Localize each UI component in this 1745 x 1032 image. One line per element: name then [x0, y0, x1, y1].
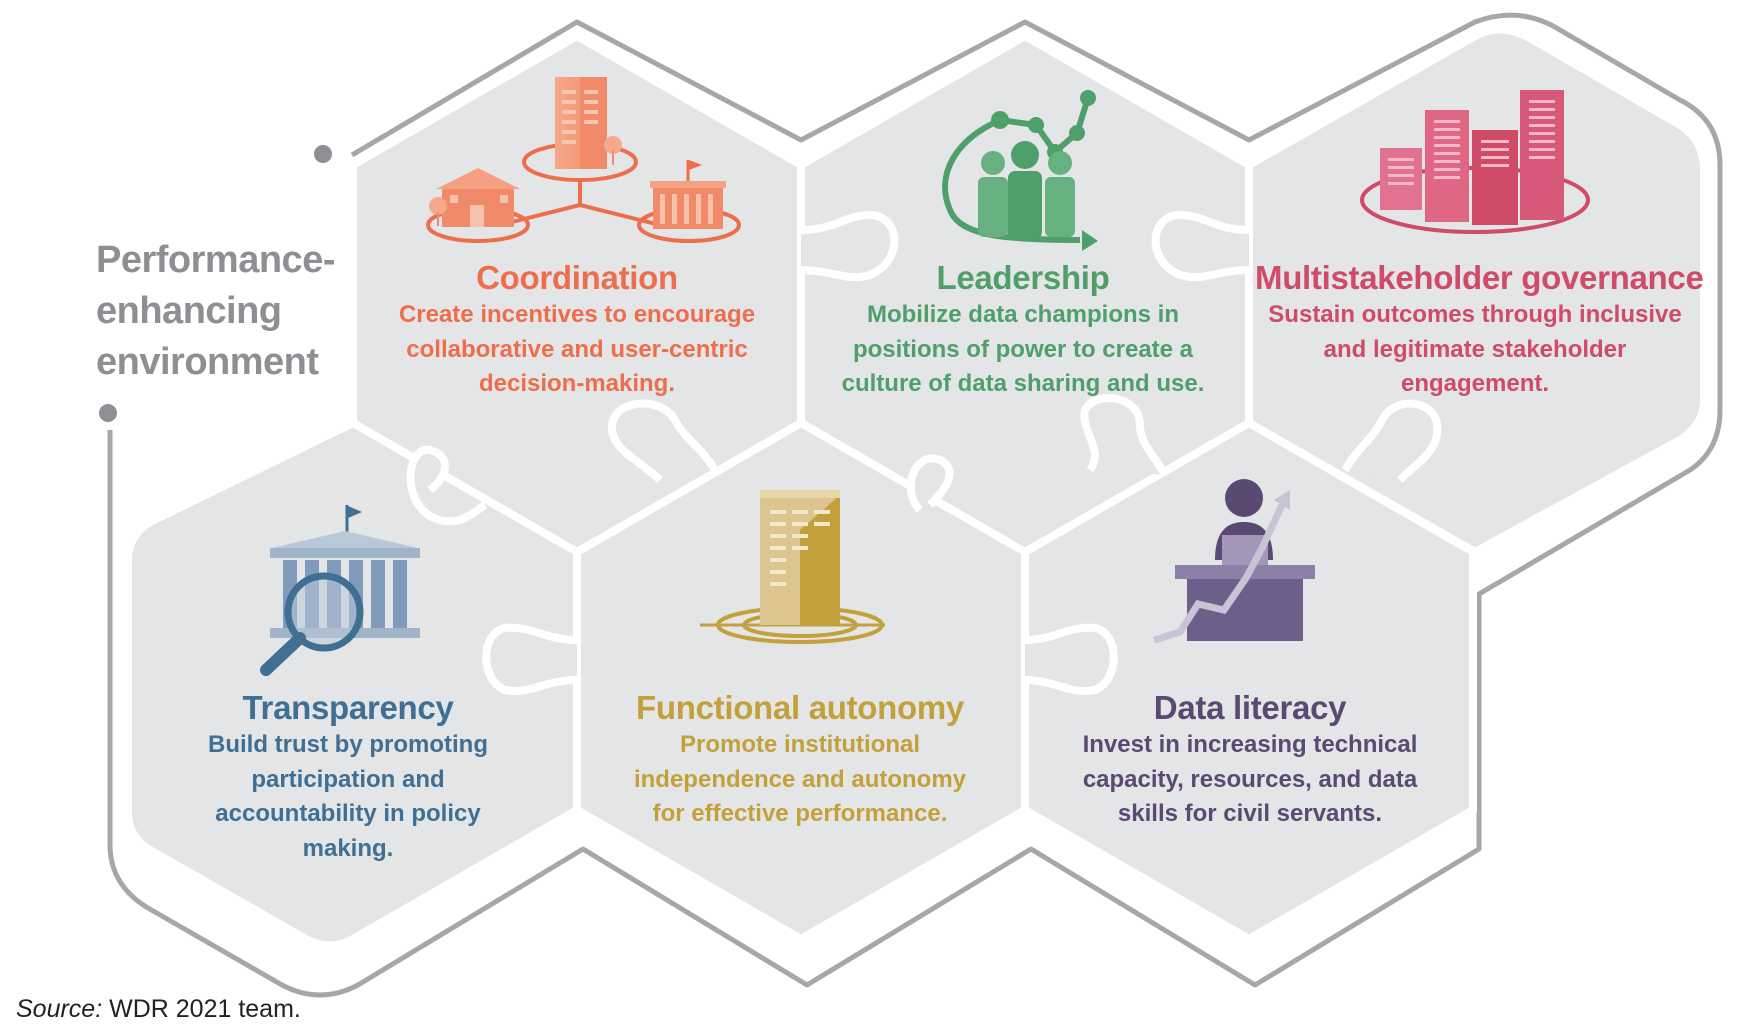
- description-line: Build trust by promoting: [208, 731, 488, 758]
- pillar-title: Transparency: [242, 689, 454, 726]
- pillar-leadership: Leadership Mobilize data champions in po…: [823, 258, 1223, 402]
- city-skyline-icon: [1360, 90, 1590, 234]
- description-line: and legitimate stakeholder: [1323, 335, 1627, 363]
- description-line: independence and autonomy: [633, 765, 967, 793]
- description-line: decision-making.: [478, 370, 676, 397]
- outer-frame: [99, 12, 1723, 998]
- pillar-description: Create incentives to encourage collabora…: [377, 298, 777, 402]
- top-connector-dot: [314, 145, 332, 163]
- puzzle-tab: [800, 210, 899, 282]
- description-line: culture of data sharing and use.: [841, 370, 1205, 397]
- pillar-data-literacy: Data literacy Invest in increasing techn…: [1050, 688, 1450, 832]
- description-line: making.: [302, 834, 394, 862]
- source-text: WDR 2021 team.: [102, 995, 301, 1023]
- source-label: Source:: [16, 995, 103, 1023]
- puzzle-tab: [906, 454, 954, 513]
- puzzle-tab: [607, 399, 719, 483]
- pillar-description: Invest in increasing technical capacity,…: [1050, 728, 1450, 832]
- puzzle-tabs: [406, 210, 1442, 695]
- puzzle-tab: [1341, 399, 1442, 483]
- pillar-transparency: Transparency Build trust by promoting pa…: [158, 688, 538, 866]
- pillar-description: Sustain outcomes through inclusive and l…: [1255, 298, 1695, 402]
- description-line: capacity, resources, and data: [1082, 765, 1418, 793]
- description-line: positions of power to create a: [852, 335, 1194, 363]
- pillar-description: Promote institutional independence and a…: [600, 728, 1000, 832]
- magnified-institution-icon: [260, 505, 420, 676]
- pillar-functional-autonomy: Functional autonomy Promote institutiona…: [600, 688, 1000, 832]
- puzzle-tab: [1080, 394, 1169, 477]
- pillar-title: Leadership: [936, 259, 1110, 296]
- puzzle-tab: [1151, 210, 1250, 282]
- pillar-title: Coordination: [476, 259, 678, 296]
- side-label-line: environment: [96, 341, 319, 383]
- pillar-description: Mobilize data champions in positions of …: [823, 298, 1223, 402]
- description-line: for effective performance.: [652, 800, 948, 827]
- rising-people-chart-icon: [942, 90, 1098, 251]
- description-line: engagement.: [1400, 370, 1550, 397]
- description-line: Mobilize data champions in: [866, 301, 1180, 328]
- description-line: Sustain outcomes through inclusive: [1268, 301, 1682, 328]
- side-label: Performance- enhancing environment: [96, 235, 336, 388]
- connected-buildings-icon: [426, 77, 741, 243]
- description-line: collaborative and user-centric: [406, 335, 748, 363]
- anchored-tower-icon: [700, 490, 885, 644]
- hex-multistakeholder: [1245, 25, 1708, 557]
- source-note: Source: WDR 2021 team.: [16, 995, 301, 1024]
- hex-transparency: [124, 418, 581, 950]
- puzzle-tab: [1024, 623, 1118, 695]
- side-label-line: enhancing: [96, 290, 282, 332]
- pillar-title: Data literacy: [1153, 689, 1347, 726]
- description-line: Promote institutional: [680, 731, 920, 758]
- person-laptop-growth-icon: [1152, 479, 1315, 644]
- side-label-line: Performance-: [96, 239, 335, 281]
- pillar-description: Build trust by promoting participation a…: [158, 728, 538, 866]
- puzzle-tab: [482, 623, 578, 695]
- description-line: accountability in policy: [215, 800, 481, 827]
- left-connector-dot: [99, 404, 117, 422]
- description-line: Invest in increasing technical: [1082, 731, 1418, 758]
- pillar-coordination: Coordination Create incentives to encour…: [377, 258, 777, 402]
- pillar-multistakeholder: Multistakeholder governance Sustain outc…: [1255, 258, 1704, 402]
- hex-data-literacy: [1021, 418, 1477, 944]
- description-line: participation and: [251, 765, 445, 793]
- puzzle-tab: [406, 445, 488, 526]
- description-line: Create incentives to encourage: [398, 301, 756, 328]
- pillar-title: Multistakeholder governance: [1255, 259, 1704, 296]
- pillar-title: Functional autonomy: [636, 689, 964, 726]
- description-line: skills for civil servants.: [1117, 800, 1383, 827]
